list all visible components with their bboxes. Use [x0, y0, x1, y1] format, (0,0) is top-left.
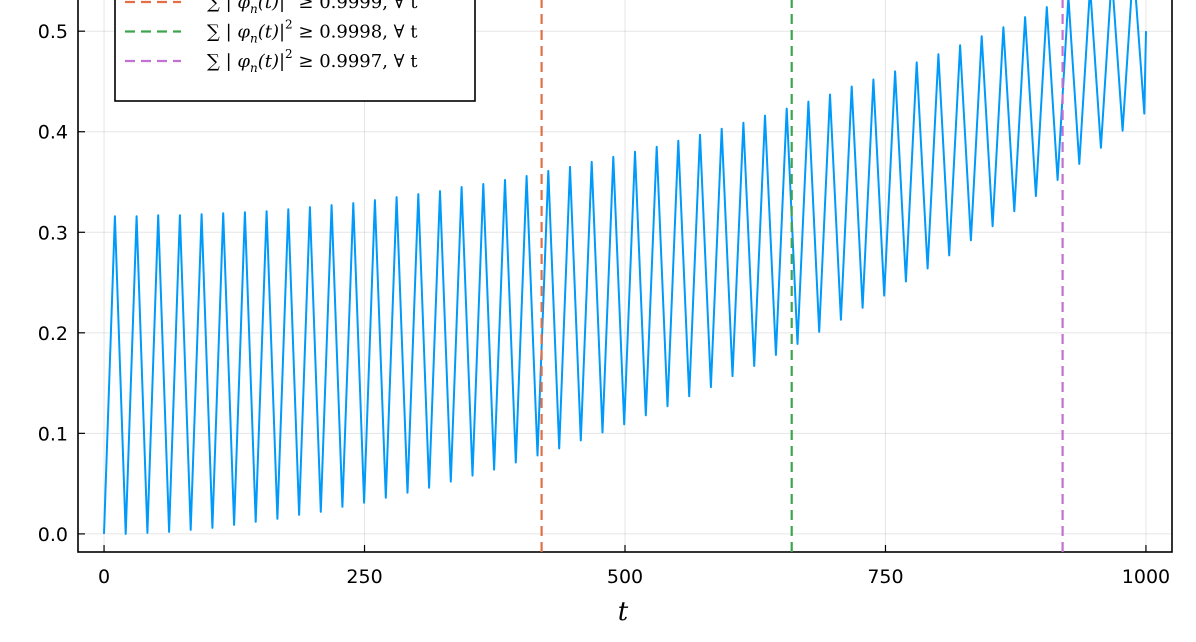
series-layer [103, 0, 1147, 552]
y-tick-label: 0.4 [38, 122, 68, 144]
series-line-1 [103, 0, 1147, 535]
x-tick-label: 0 [98, 566, 110, 588]
y-axis-ticks: 0.0 0.1 0.2 0.3 0.4 0.5 [38, 21, 85, 546]
legend-box [114, 0, 476, 102]
x-tick-label: 750 [867, 566, 903, 588]
x-axis-label: t [618, 597, 629, 627]
legend-label-1: ∑ | φn(t)|2 ≥ 0.9999, ∀ t [207, 0, 418, 16]
y-tick-label: 0.3 [38, 222, 68, 244]
y-tick-label: 0.2 [38, 323, 68, 345]
legend-label-3: ∑ | φn(t)|2 ≥ 0.9997, ∀ t [207, 47, 418, 75]
y-tick-label: 0.1 [38, 423, 68, 445]
x-tick-label: 500 [607, 566, 643, 588]
y-tick-label: 0.0 [38, 524, 68, 546]
x-axis-ticks: 0 250 500 750 1000 [98, 545, 1170, 588]
y-tick-label: 0.5 [38, 21, 68, 43]
x-tick-label: 1000 [1122, 566, 1170, 588]
legend: ∑ | φn(t)|2 ≥ 0.9999, ∀ t ∑ | φn(t)|2 ≥ 0… [114, 0, 476, 102]
x-tick-label: 250 [346, 566, 382, 588]
legend-label-2: ∑ | φn(t)|2 ≥ 0.9998, ∀ t [207, 18, 418, 46]
